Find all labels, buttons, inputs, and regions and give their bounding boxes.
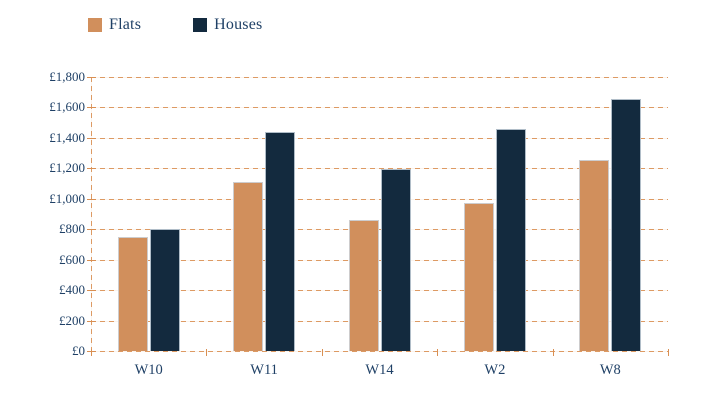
x-axis-label: W14 bbox=[365, 362, 394, 378]
x-axis-label: W10 bbox=[134, 362, 163, 378]
legend-label-flats: Flats bbox=[109, 16, 142, 33]
y-axis-tick bbox=[87, 259, 96, 261]
y-axis-label: £200 bbox=[59, 312, 85, 328]
bar-flats-w11 bbox=[233, 182, 264, 351]
y-axis-tick bbox=[87, 107, 96, 109]
legend-label-houses: Houses bbox=[214, 16, 263, 33]
y-axis-label: £600 bbox=[59, 251, 85, 267]
bar-houses-w10 bbox=[149, 229, 180, 351]
flats-swatch-icon bbox=[88, 18, 102, 32]
bar-houses-w8 bbox=[611, 99, 642, 351]
y-axis-label: £1,000 bbox=[49, 190, 85, 206]
x-axis-tick bbox=[668, 349, 669, 356]
y-axis-label: £400 bbox=[59, 282, 85, 298]
gridline bbox=[91, 259, 668, 261]
y-axis-tick bbox=[87, 137, 96, 139]
y-axis-label: £1,800 bbox=[49, 69, 85, 84]
bar-houses-w11 bbox=[265, 131, 296, 351]
y-axis-tick bbox=[87, 290, 96, 292]
y-axis-tick bbox=[87, 198, 96, 200]
gridline bbox=[91, 198, 668, 200]
gridline bbox=[91, 168, 668, 170]
legend-item-flats: Flats bbox=[88, 16, 141, 34]
legend: Flats Houses bbox=[88, 16, 262, 34]
gridline bbox=[91, 229, 668, 231]
gridline bbox=[91, 290, 668, 292]
y-axis-tick bbox=[87, 320, 96, 322]
gridline bbox=[91, 107, 668, 109]
bar-houses-w2 bbox=[495, 128, 526, 351]
plot-area bbox=[87, 77, 669, 356]
x-axis-tick bbox=[321, 349, 323, 356]
y-axis-tick bbox=[87, 229, 96, 231]
y-axis-line bbox=[91, 77, 92, 351]
legend-item-houses: Houses bbox=[193, 16, 262, 34]
y-axis-label: £800 bbox=[59, 221, 85, 237]
x-axis-label: W8 bbox=[599, 362, 621, 378]
y-axis-label: £1,600 bbox=[49, 99, 85, 115]
bar-flats-w10 bbox=[117, 236, 148, 351]
y-axis-label: £1,400 bbox=[49, 129, 85, 145]
bar-flats-w8 bbox=[579, 159, 610, 351]
y-axis-label: £1,200 bbox=[49, 160, 85, 176]
x-axis-tick bbox=[552, 349, 554, 356]
y-axis-tick bbox=[87, 77, 96, 78]
bar-flats-w14 bbox=[348, 220, 379, 351]
gridline bbox=[91, 351, 668, 352]
houses-swatch-icon bbox=[193, 18, 208, 32]
x-axis-label: W11 bbox=[250, 362, 278, 378]
gridline bbox=[91, 137, 668, 139]
gridline bbox=[91, 320, 668, 322]
bar-houses-w14 bbox=[380, 169, 411, 351]
x-axis-label: W2 bbox=[484, 362, 506, 378]
x-axis-tick bbox=[437, 349, 439, 356]
x-axis-tick bbox=[91, 349, 92, 356]
y-axis-tick bbox=[87, 168, 96, 170]
y-axis-label: £0 bbox=[72, 343, 85, 358]
gridline bbox=[91, 77, 668, 78]
bar-flats-w2 bbox=[463, 202, 494, 351]
x-axis-tick bbox=[206, 349, 208, 356]
